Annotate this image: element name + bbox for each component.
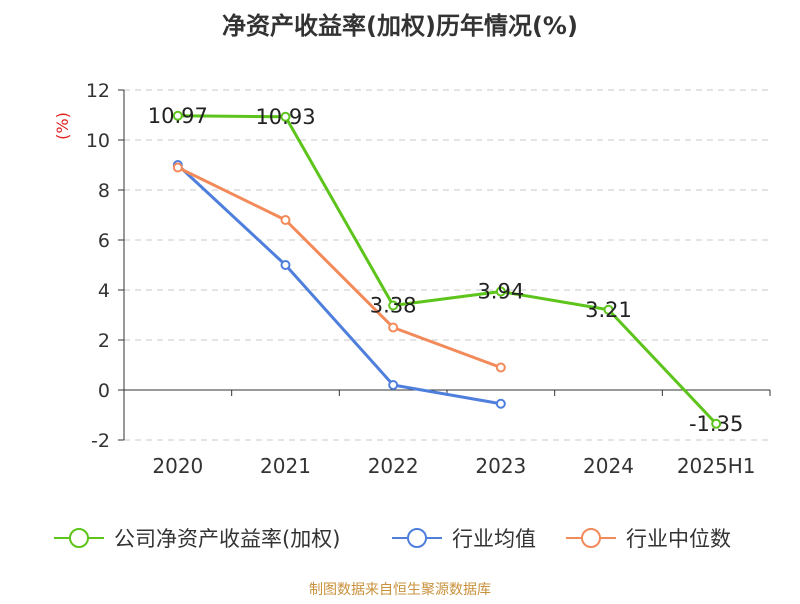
data-label: 10.97 — [148, 104, 208, 128]
legend-label-1: 公司净资产收益率(加权) — [114, 527, 340, 551]
data-point — [388, 300, 399, 311]
data-point — [495, 286, 506, 297]
source-note: 制图数据来自恒生聚源数据库 — [309, 582, 491, 598]
legend-label-3: 行业中位数 — [626, 527, 731, 551]
series-line-1 — [177, 114, 718, 425]
data-point — [388, 322, 399, 333]
data-point — [172, 110, 183, 121]
data-point — [388, 380, 399, 390]
x-tick-label: 2020 — [152, 454, 203, 478]
legend: 公司净资产收益率(加权) 行业均值 行业中位数 — [54, 527, 731, 551]
y-tick-label: 2 — [98, 330, 110, 352]
x-tick-label: 2022 — [368, 454, 419, 478]
y-tick-label: 0 — [98, 380, 110, 402]
data-labels: 10.97 10.93 3.38 3.94 3.21 -1.35 — [148, 104, 744, 436]
x-tick-label: 2021 — [260, 454, 311, 478]
legend-label-2: 行业均值 — [452, 527, 536, 551]
data-label: 3.38 — [370, 294, 417, 318]
legend-marker-1 — [69, 528, 89, 548]
axes: 12 10 8 6 4 2 0 -2 2020 2021 2022 2023 2024 2025H1 — [86, 80, 771, 478]
data-label: 3.21 — [585, 298, 632, 322]
y-tick-label: 12 — [86, 80, 110, 102]
chart-title: 净资产收益率(加权)历年情况(%) — [222, 12, 578, 40]
x-tick-label: 2024 — [583, 454, 634, 478]
data-point — [603, 304, 614, 315]
legend-marker-2 — [407, 528, 427, 548]
x-tick-label: 2025H1 — [677, 454, 756, 478]
data-point — [280, 260, 291, 270]
y-tick-label: 4 — [98, 280, 110, 302]
x-tick-label: 2023 — [475, 454, 526, 478]
series-line-3 — [177, 166, 502, 369]
data-point — [280, 111, 291, 122]
series-lines — [172, 110, 722, 429]
y-tick-label: 8 — [98, 180, 110, 202]
legend-marker-3 — [581, 528, 601, 548]
data-label: 3.94 — [477, 280, 524, 304]
data-point — [280, 215, 291, 225]
series-line-2 — [176, 163, 502, 406]
data-point — [711, 418, 722, 429]
y-tick-label: 10 — [86, 130, 110, 152]
data-label: -1.35 — [689, 412, 743, 436]
y-tick-label: -2 — [91, 430, 110, 452]
data-point — [495, 398, 506, 409]
grid-lines — [124, 89, 770, 441]
y-tick-label: 6 — [98, 230, 110, 252]
data-point — [172, 162, 183, 173]
data-label: 10.93 — [255, 105, 315, 129]
data-point — [495, 362, 506, 373]
y-axis-label: (%) — [53, 112, 72, 140]
